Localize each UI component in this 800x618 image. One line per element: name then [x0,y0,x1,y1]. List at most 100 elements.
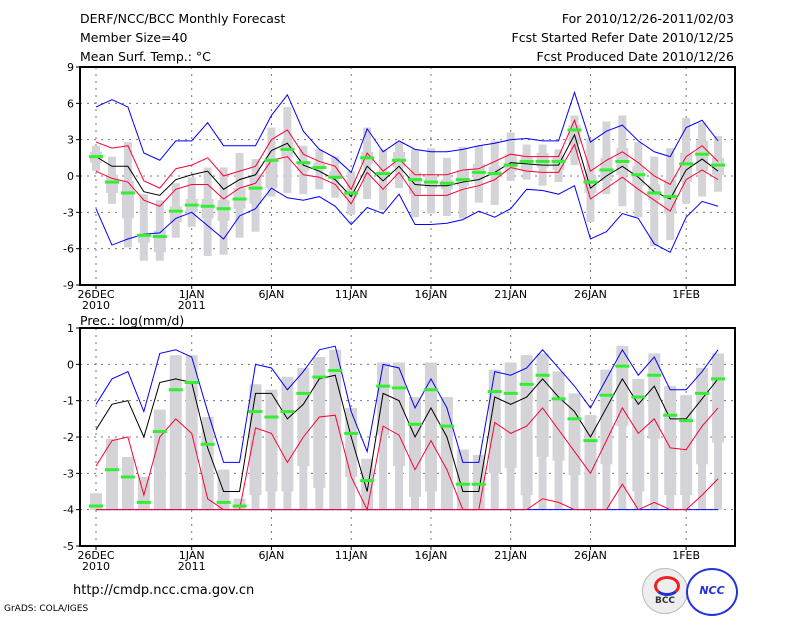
box-bar [377,362,390,436]
whisker-bar [315,149,324,190]
ncc-logo: NCC [686,568,738,616]
median-marker [328,369,343,373]
box-bar [520,355,533,496]
median-marker [296,391,311,395]
median-marker [184,381,199,384]
x-tick-label: 26JAN [574,549,607,562]
median-marker [535,373,550,377]
x-tick-label: 6JAN [259,549,285,562]
precip-title: Prec.: log(mm/d) [80,313,184,328]
series-line-mean [95,133,719,200]
whisker-bar [379,362,388,510]
median-marker [663,195,678,199]
median-marker [647,373,662,377]
box-bar [345,407,358,477]
median-marker [184,203,199,207]
x-tick-label: 26DEC [77,288,114,301]
series-line-mean [95,374,719,492]
x-tick-label: 1JAN [179,549,205,562]
box-bar [265,389,278,492]
median-marker [408,178,422,182]
median-marker [567,417,582,421]
median-marker [455,482,470,486]
y-tick-label: 6 [67,97,74,110]
box-bar [472,455,485,510]
median-marker [200,204,215,208]
median-marker [503,163,518,167]
median-marker [392,158,407,162]
median-marker [104,180,119,184]
median-marker [615,159,630,163]
box-bar [329,349,342,510]
median-marker [423,388,438,392]
box-bar [105,174,118,193]
median-marker [360,156,375,160]
box-bar [169,206,182,223]
median-marker [599,393,614,397]
y-tick-label: 0 [67,170,74,183]
median-marker [471,170,486,174]
box-bar [696,367,709,465]
median-marker [599,168,614,172]
box-bar [600,369,613,465]
member-size: Member Size=40 [80,30,188,45]
median-marker [487,172,502,176]
median-marker [89,155,103,159]
median-marker [423,180,438,184]
x-tick-label: 21JAN [494,288,527,301]
forecast-period: For 2010/12/26-2011/02/03 [561,11,734,26]
median-marker [136,233,151,237]
whisker-bar [650,156,659,247]
variable-label: Mean Surf. Temp.: °C [80,49,211,64]
box-bar [488,166,501,176]
x-tick-sublabel: 2011 [178,560,206,573]
box-bar [488,369,501,474]
median-marker [264,415,279,419]
box-bar [568,393,581,476]
series-line-mean-sd [95,143,719,212]
series-line-mean-sd [95,406,719,512]
box-bar [265,160,278,189]
y-tick-label: -4 [63,504,74,517]
box-bar [584,415,597,510]
bcc-logo-text: BCC [654,596,676,606]
median-marker [408,422,422,426]
median-marker [695,152,710,156]
median-marker [711,163,726,167]
box-bar [121,180,134,219]
produced-date: Fcst Produced Date 2010/12/26 [536,49,734,64]
plot-frame [79,66,736,286]
x-tick-label: 11JAN [335,549,368,562]
y-tick-label: 3 [67,134,74,147]
box-bar [632,378,645,492]
median-marker [695,391,710,395]
y-tick-label: -6 [63,243,74,256]
whisker-bar [379,149,388,210]
y-tick-label: -1 [63,395,74,408]
median-marker [248,186,263,190]
x-tick-label: 11JAN [335,288,368,301]
series-line-max [95,345,719,463]
median-marker [615,364,630,368]
box-bar [536,353,549,457]
grads-credit: GrADS: COLA/IGES [4,604,89,614]
y-tick-label: -3 [63,467,74,480]
box-bar [297,367,310,467]
median-marker [280,147,295,151]
median-marker [439,181,454,185]
median-marker [152,235,167,239]
box-bar [313,357,326,488]
box-bar [329,171,342,176]
median-marker [104,468,119,472]
box-bar [217,200,230,221]
x-tick-sublabel: 2011 [178,299,206,312]
median-marker [232,504,247,508]
box-bar [169,355,182,510]
box-bar [409,172,421,195]
series-line-max [95,90,719,174]
y-tick-label: 1 [67,322,74,335]
source-url[interactable]: http://cmdp.ncc.cma.gov.cn [73,583,255,598]
box-bar [153,230,166,253]
median-marker [376,172,391,176]
y-tick-label: -9 [63,279,74,292]
